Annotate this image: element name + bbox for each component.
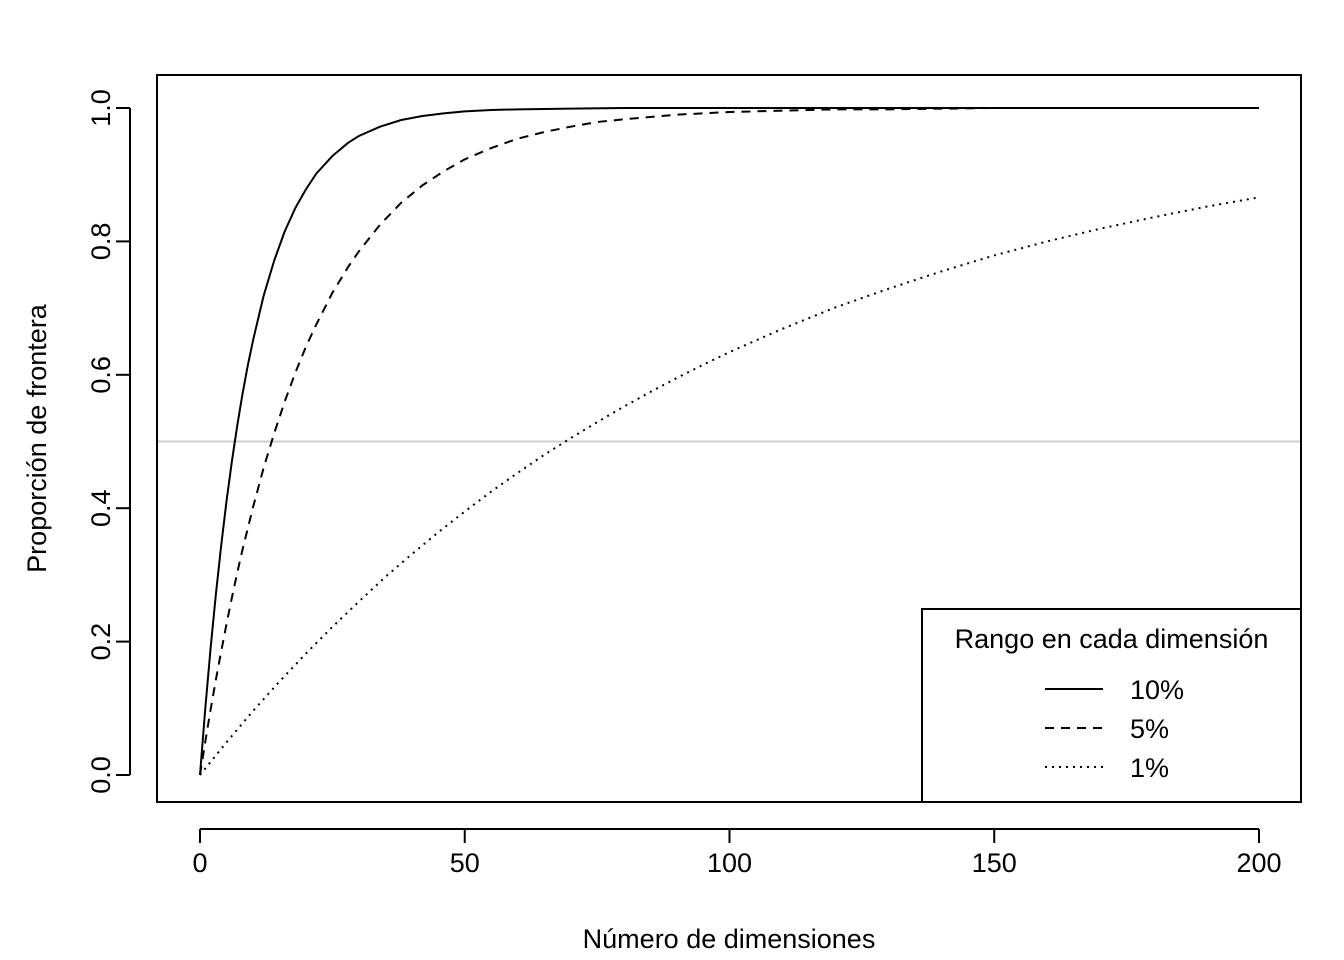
legend: Rango en cada dimensión 10% 5% 1%	[921, 608, 1302, 803]
y-tick-label: 0.8	[86, 223, 116, 261]
series-line-10pct	[199, 107, 1259, 776]
series-line-1pct	[199, 196, 1260, 776]
legend-label: 1%	[1130, 753, 1169, 783]
x-axis: 0 50 100 150 200	[192, 828, 1282, 878]
legend-label: 5%	[1130, 714, 1169, 744]
y-tick-label: 0.0	[86, 756, 116, 794]
x-tick-label: 50	[450, 848, 480, 878]
plot-frame	[156, 74, 1302, 803]
x-tick-label: 0	[192, 848, 207, 878]
x-axis-title: Número de dimensiones	[583, 924, 876, 954]
y-axis-title: Proporción de frontera	[22, 303, 52, 573]
series-layer	[199, 107, 1260, 776]
legend-entries: 10% 5% 1%	[1045, 675, 1184, 783]
y-tick-label: 0.6	[86, 356, 116, 394]
series-line-5pct	[199, 107, 1259, 776]
y-axis: 0.0 0.2 0.4 0.6 0.8 1.0	[86, 89, 131, 794]
x-tick-label: 150	[972, 848, 1017, 878]
x-tick-label: 100	[707, 848, 752, 878]
legend-label: 10%	[1130, 675, 1184, 705]
y-tick-label: 0.2	[86, 623, 116, 661]
y-tick-label: 0.4	[86, 489, 116, 527]
x-tick-label: 200	[1236, 848, 1281, 878]
y-tick-label: 1.0	[86, 89, 116, 127]
legend-box	[921, 608, 1302, 803]
legend-title: Rango en cada dimensión	[955, 624, 1269, 654]
